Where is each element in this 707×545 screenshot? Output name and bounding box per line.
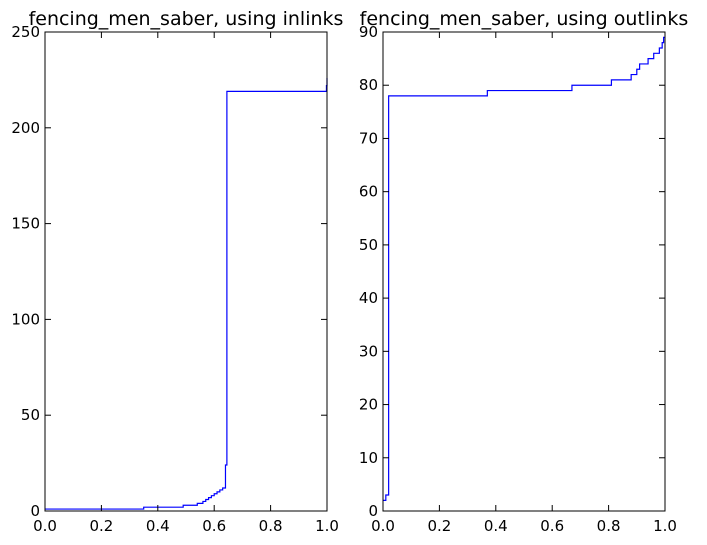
y-tick-label: 60 bbox=[359, 183, 378, 201]
y-tick-label: 30 bbox=[359, 342, 378, 360]
subplot-inlinks: fencing_men_saber, using inlinks 0.0 0.2 0… bbox=[11, 8, 343, 535]
x-tick-label: 0.8 bbox=[597, 517, 621, 535]
plot-frame bbox=[44, 31, 328, 512]
y-tick-label: 10 bbox=[359, 449, 378, 467]
x-tick-label: 0.0 bbox=[33, 517, 57, 535]
y-tick-label: 250 bbox=[11, 23, 40, 41]
x-tick-label: 0.6 bbox=[202, 517, 226, 535]
x-tick-label: 0.4 bbox=[146, 517, 170, 535]
y-tick-label: 0 bbox=[368, 502, 378, 520]
y-tick-label: 50 bbox=[21, 406, 40, 424]
x-tick-label: 0.4 bbox=[484, 517, 508, 535]
y-tick-label: 90 bbox=[359, 23, 378, 41]
series-line bbox=[383, 36, 665, 501]
x-tick-label: 0.2 bbox=[427, 517, 451, 535]
x-tick-label: 1.0 bbox=[315, 517, 339, 535]
series-line bbox=[45, 77, 328, 510]
y-tick-label: 50 bbox=[359, 236, 378, 254]
y-tick-label: 200 bbox=[11, 119, 40, 137]
x-tick-label: 0.8 bbox=[259, 517, 283, 535]
y-tick-label: 70 bbox=[359, 129, 378, 147]
y-tick-label: 20 bbox=[359, 396, 378, 414]
x-tick-label: 0.0 bbox=[371, 517, 395, 535]
y-tick-label: 80 bbox=[359, 76, 378, 94]
y-tick-label: 40 bbox=[359, 289, 378, 307]
x-tick-label: 0.6 bbox=[540, 517, 564, 535]
y-tick-label: 100 bbox=[11, 310, 40, 328]
chart-title: fencing_men_saber, using inlinks bbox=[29, 8, 344, 30]
plot-frame bbox=[382, 31, 666, 512]
x-tick-label: 1.0 bbox=[653, 517, 677, 535]
chart-title: fencing_men_saber, using outlinks bbox=[360, 8, 689, 30]
y-tick-label: 150 bbox=[11, 215, 40, 233]
y-tick-label: 0 bbox=[30, 502, 40, 520]
x-tick-label: 0.2 bbox=[89, 517, 113, 535]
subplot-outlinks: fencing_men_saber, using outlinks 0.0 0.2… bbox=[359, 8, 688, 535]
